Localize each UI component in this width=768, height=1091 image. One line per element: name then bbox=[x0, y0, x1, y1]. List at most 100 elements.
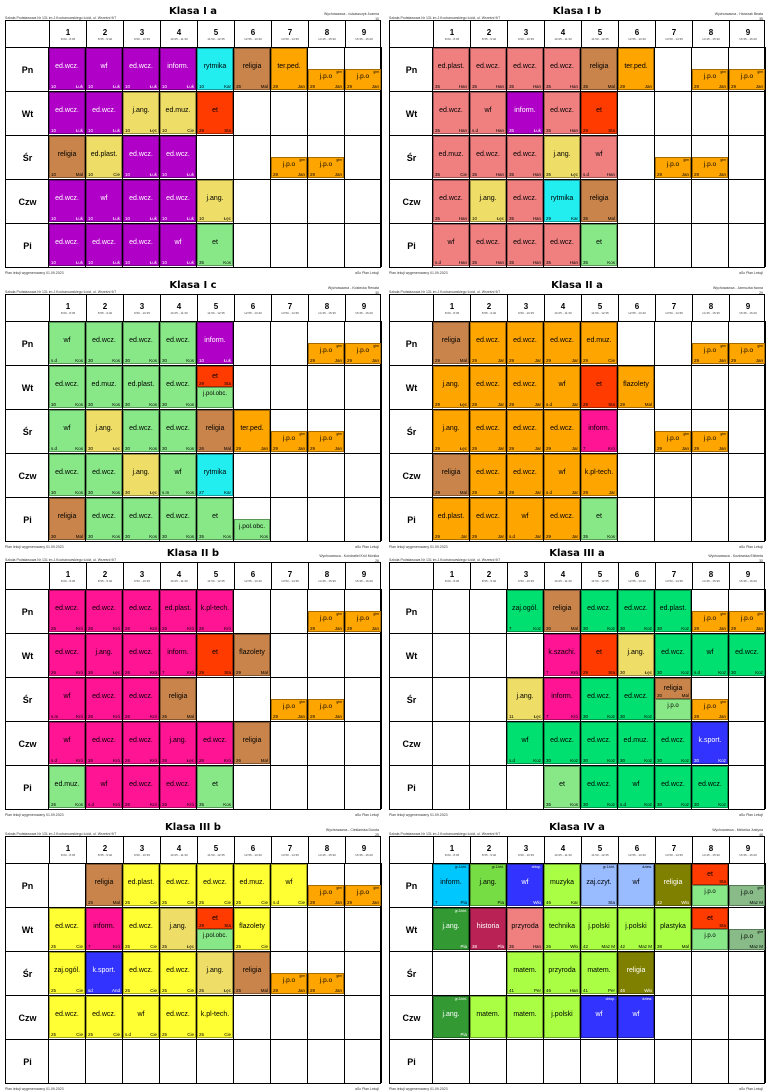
lesson-cell[interactable]: et 35 Kos bbox=[197, 224, 233, 266]
lesson-cell[interactable]: ed.wcz. 29 Jar bbox=[507, 366, 543, 408]
lesson-cell[interactable]: wf 10 Łuk bbox=[160, 224, 196, 266]
lesson-cell[interactable]: ed.wcz. 26 Kró bbox=[123, 590, 159, 632]
lesson-cell[interactable]: j.p.o Maz M gim bbox=[729, 929, 765, 950]
lesson-cell[interactable]: ed.wcz. 35 Han bbox=[507, 48, 543, 90]
lesson-cell[interactable]: ed.wcz. 25 Cie bbox=[160, 952, 196, 994]
lesson-cell[interactable]: j.ang. 35 Łęc bbox=[544, 136, 580, 178]
lesson-cell[interactable]: muzyka 46 Kar bbox=[544, 864, 580, 906]
lesson-cell[interactable]: ed.muz. 29 Cie bbox=[581, 322, 617, 364]
lesson-cell[interactable]: ed.wcz. 10 Łuk bbox=[160, 136, 196, 178]
lesson-cell[interactable]: ed.wcz. 35 Han bbox=[507, 224, 543, 266]
lesson-cell[interactable]: et 35 Kos bbox=[581, 498, 617, 540]
lesson-cell[interactable]: k.pl-tech. 26 Kró bbox=[197, 590, 233, 632]
lesson-cell[interactable]: ed.wcz. 10 Łuk bbox=[49, 92, 85, 134]
lesson-cell[interactable]: ed.wcz. 25 Cie bbox=[123, 952, 159, 994]
lesson-cell[interactable]: j.p.o 29 Jan gim bbox=[308, 885, 344, 906]
lesson-cell[interactable]: religia 46 Wło bbox=[618, 952, 654, 994]
lesson-cell[interactable]: religia 35 Mal bbox=[581, 180, 617, 222]
lesson-cell[interactable]: ed.wcz. 10 Łuk bbox=[49, 48, 85, 90]
lesson-cell[interactable]: inform. 7 Pia gr.1/chł. bbox=[433, 864, 469, 906]
lesson-cell[interactable]: religia 10 Mal bbox=[49, 136, 85, 178]
lesson-cell[interactable]: j.ang. 25 Łęc bbox=[197, 952, 233, 994]
lesson-cell[interactable]: ed.wcz. 29 Jar bbox=[470, 322, 506, 364]
lesson-cell[interactable]: j.p.o 29 Jan gim bbox=[308, 157, 344, 178]
lesson-cell[interactable]: j.p.o 29 Jan gim bbox=[655, 431, 691, 452]
lesson-cell[interactable]: technika 26 Wło bbox=[544, 908, 580, 950]
lesson-cell[interactable]: ed.wcz. 26 Kró bbox=[86, 590, 122, 632]
lesson-cell[interactable]: j.p.o bbox=[692, 885, 728, 906]
lesson-cell[interactable]: ed.muz. 26 Kos bbox=[49, 766, 85, 808]
lesson-cell[interactable]: religia 26 Mal bbox=[234, 722, 270, 764]
lesson-cell[interactable]: j.p.o 29 Jan gim bbox=[308, 973, 344, 994]
lesson-cell[interactable]: j.p.o 29 Jan gim bbox=[271, 699, 307, 720]
lesson-cell[interactable]: j.p.o 29 Jan gim bbox=[271, 973, 307, 994]
lesson-cell[interactable]: wf s.d Kró bbox=[86, 766, 122, 808]
lesson-cell[interactable]: inform. 7 Kró bbox=[86, 908, 122, 950]
lesson-cell[interactable]: et 29 Sta bbox=[197, 908, 233, 929]
lesson-cell[interactable]: ed.plast. 29 Jar bbox=[433, 498, 469, 540]
lesson-cell[interactable]: ter.ped. 29 Jan bbox=[271, 48, 307, 90]
lesson-cell[interactable]: k.sport. 30 Koz bbox=[692, 722, 728, 764]
lesson-cell[interactable]: ed.wcz. 29 Jar bbox=[507, 410, 543, 452]
lesson-cell[interactable]: j.p.o 29 Jan gim bbox=[271, 157, 307, 178]
lesson-cell[interactable]: wf s.d Koz bbox=[692, 634, 728, 676]
lesson-cell[interactable]: zaj.ogól. 25 Cie bbox=[49, 952, 85, 994]
lesson-cell[interactable]: zaj.czyt. Sta gr.1/chł. bbox=[581, 864, 617, 906]
lesson-cell[interactable]: ed.wcz. 30 Koz bbox=[581, 766, 617, 808]
lesson-cell[interactable]: et Sta bbox=[692, 908, 728, 929]
lesson-cell[interactable]: inform. 35 Łuk bbox=[507, 92, 543, 134]
lesson-cell[interactable]: j.p.o bbox=[655, 699, 691, 720]
lesson-cell[interactable]: ed.wcz. 29 Jar bbox=[544, 498, 580, 540]
lesson-cell[interactable]: ed.muz. 10 Cie bbox=[160, 92, 196, 134]
lesson-cell[interactable]: j.p.o 29 Jan gim bbox=[655, 157, 691, 178]
lesson-cell[interactable]: k.pl-tech. 29 Jar bbox=[581, 454, 617, 496]
lesson-cell[interactable]: et Sta bbox=[692, 864, 728, 885]
lesson-cell[interactable]: ed.wcz. 35 Han bbox=[507, 136, 543, 178]
lesson-cell[interactable]: ed.wcz. 29 Jar bbox=[507, 322, 543, 364]
lesson-cell[interactable]: ed.wcz. 25 Cie bbox=[160, 864, 196, 906]
lesson-cell[interactable]: ed.wcz. 30 Koz bbox=[581, 678, 617, 720]
lesson-cell[interactable]: ed.wcz. 10 Łuk bbox=[123, 180, 159, 222]
lesson-cell[interactable]: ed.wcz. 29 Jar bbox=[507, 454, 543, 496]
lesson-cell[interactable]: ed.muz. 25 Cie bbox=[234, 864, 270, 906]
lesson-cell[interactable]: ed.wcz. 26 Kró bbox=[86, 722, 122, 764]
lesson-cell[interactable]: rytmika 29 Kar bbox=[544, 180, 580, 222]
lesson-cell[interactable]: j.p.o 29 Jan gim bbox=[271, 431, 307, 452]
lesson-cell[interactable]: religia 35 Mal bbox=[581, 48, 617, 90]
lesson-cell[interactable]: ed.wcz. 10 Łuk bbox=[86, 92, 122, 134]
lesson-cell[interactable]: ed.wcz. 35 Han bbox=[544, 224, 580, 266]
lesson-cell[interactable]: ed.wcz. 26 Kró bbox=[86, 678, 122, 720]
lesson-cell[interactable]: j.ang. 10 Łęc bbox=[470, 180, 506, 222]
lesson-cell[interactable]: wf s.d Cie bbox=[271, 864, 307, 906]
lesson-cell[interactable]: przyroda 46 Han bbox=[544, 952, 580, 994]
lesson-cell[interactable]: wf s.d Koz bbox=[507, 722, 543, 764]
lesson-cell[interactable]: ed.wcz. 35 Han bbox=[470, 136, 506, 178]
lesson-cell[interactable]: wf Wło chłop. bbox=[507, 864, 543, 906]
lesson-cell[interactable]: wf s.d Kos bbox=[49, 322, 85, 364]
lesson-cell[interactable]: inform. 7 Kró bbox=[544, 678, 580, 720]
lesson-cell[interactable]: wf s.m Kró bbox=[49, 678, 85, 720]
lesson-cell[interactable]: j.p.o 29 Jan gim bbox=[692, 343, 728, 364]
lesson-cell[interactable]: rytmika 27 Kar bbox=[197, 454, 233, 496]
lesson-cell[interactable]: wf s.d Koz bbox=[618, 766, 654, 808]
lesson-cell[interactable]: et 35 Kos bbox=[544, 766, 580, 808]
lesson-cell[interactable]: ed.wcz. 29 Jar bbox=[470, 498, 506, 540]
lesson-cell[interactable]: ed.wcz. 10 Łuk bbox=[49, 180, 85, 222]
lesson-cell[interactable]: wf s.d Jar bbox=[507, 498, 543, 540]
lesson-cell[interactable]: j.pol.obc. Kos bbox=[234, 519, 270, 540]
lesson-cell[interactable]: ed.wcz. 10 Łuk bbox=[123, 48, 159, 90]
lesson-cell[interactable]: ter.ped. 29 Jan bbox=[618, 48, 654, 90]
lesson-cell[interactable]: inform. 10 Łuk bbox=[197, 322, 233, 364]
lesson-cell[interactable]: et 29 Sta bbox=[581, 92, 617, 134]
lesson-cell[interactable]: matem. bbox=[507, 996, 543, 1038]
lesson-cell[interactable]: plastyka 38 Mal bbox=[655, 908, 691, 950]
lesson-cell[interactable]: wf s.d Han bbox=[470, 92, 506, 134]
lesson-cell[interactable]: ed.wcz. 10 Łuk bbox=[123, 224, 159, 266]
lesson-cell[interactable]: k.pl-tech. 25 Cie bbox=[197, 996, 233, 1038]
lesson-cell[interactable]: ed.wcz. 30 Kos bbox=[123, 410, 159, 452]
lesson-cell[interactable]: ed.wcz. 30 Kos bbox=[160, 498, 196, 540]
lesson-cell[interactable]: inform. 7 Kró bbox=[160, 634, 196, 676]
lesson-cell[interactable]: ed.wcz. 30 Kos bbox=[49, 366, 85, 408]
lesson-cell[interactable]: ed.wcz. 30 Kos bbox=[86, 498, 122, 540]
lesson-cell[interactable]: inform. 7 Kró bbox=[581, 410, 617, 452]
